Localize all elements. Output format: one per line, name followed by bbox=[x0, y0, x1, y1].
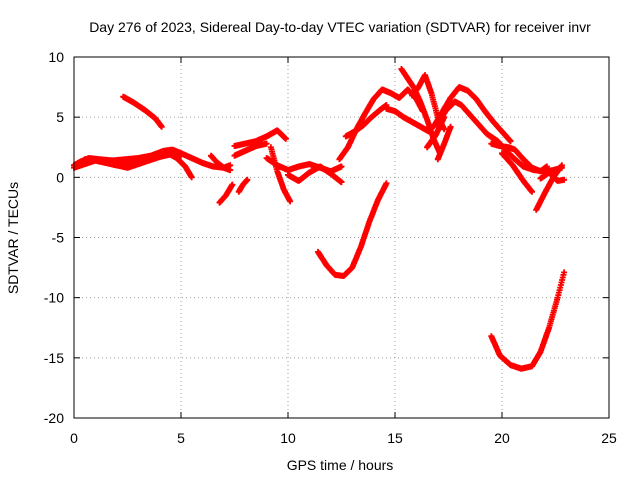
series-track-21 bbox=[434, 123, 454, 163]
y-tick-label: 0 bbox=[56, 169, 64, 185]
data-point-markers bbox=[537, 169, 568, 184]
data-point-markers bbox=[231, 140, 270, 159]
x-tick-label: 10 bbox=[280, 430, 296, 446]
series-track-27 bbox=[488, 269, 568, 372]
series-track-23 bbox=[499, 150, 535, 195]
series-track-16 bbox=[398, 66, 443, 157]
chart-title: Day 276 of 2023, Sidereal Day-to-day VTE… bbox=[89, 19, 591, 35]
y-axis-label: SDTVAR / TECUs bbox=[5, 182, 21, 294]
x-tick-labels: 0 5 10 15 20 25 bbox=[70, 430, 617, 446]
series-track-20 bbox=[424, 114, 448, 151]
y-tick-labels: -20 -15 -10 -5 0 5 10 bbox=[44, 49, 64, 426]
data-point-markers bbox=[235, 176, 251, 195]
y-tick-label: -20 bbox=[44, 410, 64, 426]
data-point-markers bbox=[216, 181, 236, 206]
series-track-05 bbox=[208, 152, 234, 174]
x-tick-label: 20 bbox=[494, 430, 510, 446]
data-marks bbox=[71, 66, 568, 372]
data-point-markers bbox=[315, 180, 390, 279]
series-track-08 bbox=[231, 127, 289, 149]
x-axis-label: GPS time / hours bbox=[287, 457, 394, 473]
data-point-markers bbox=[488, 140, 550, 175]
x-tick-label: 25 bbox=[601, 430, 617, 446]
series-track-14 bbox=[342, 102, 390, 140]
series-track-09 bbox=[231, 140, 270, 159]
data-point-markers bbox=[285, 163, 345, 186]
series-track-15 bbox=[383, 105, 433, 135]
series-track-19 bbox=[430, 84, 514, 145]
series-track-06 bbox=[216, 181, 236, 206]
series-track-22 bbox=[488, 140, 550, 175]
data-point-markers bbox=[434, 98, 565, 175]
x-tick-label: 5 bbox=[177, 430, 185, 446]
series-track-07 bbox=[235, 176, 251, 195]
y-tick-label: 5 bbox=[56, 109, 64, 125]
plot-frame bbox=[73, 56, 610, 419]
series-track-26 bbox=[315, 180, 390, 279]
data-point-markers bbox=[499, 150, 535, 195]
series-track-25 bbox=[537, 169, 568, 184]
series-track-12 bbox=[285, 163, 345, 186]
data-point-markers bbox=[120, 93, 165, 130]
data-point-markers bbox=[434, 123, 454, 163]
data-point-markers bbox=[488, 269, 568, 372]
data-point-markers bbox=[424, 114, 448, 151]
data-point-markers bbox=[398, 66, 443, 157]
data-point-markers bbox=[383, 105, 433, 135]
series-track-03 bbox=[81, 151, 184, 171]
series-track-18 bbox=[434, 98, 565, 175]
data-point-markers bbox=[81, 151, 184, 171]
data-point-markers bbox=[342, 102, 390, 140]
data-point-markers bbox=[430, 84, 514, 145]
y-tick-label: -10 bbox=[44, 290, 64, 306]
x-tick-label: 15 bbox=[387, 430, 403, 446]
x-tick-label: 0 bbox=[70, 430, 78, 446]
y-tick-label: -15 bbox=[44, 350, 64, 366]
y-tick-label: 10 bbox=[48, 49, 64, 65]
data-point-markers bbox=[231, 127, 289, 149]
y-tick-label: -5 bbox=[52, 230, 65, 246]
data-point-markers bbox=[208, 152, 234, 174]
series-track-04 bbox=[120, 93, 165, 130]
